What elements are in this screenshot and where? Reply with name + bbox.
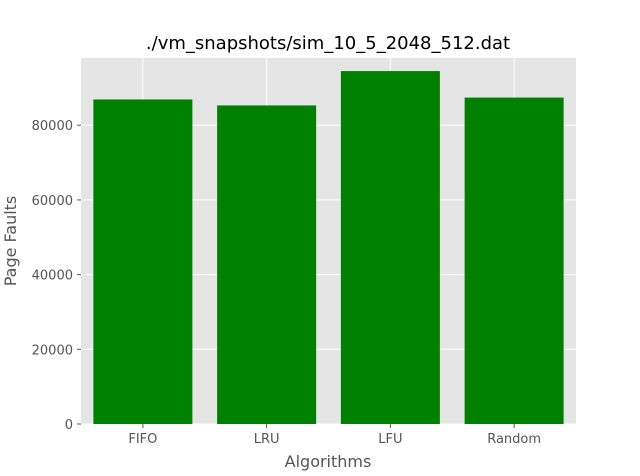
y-tick-label: 80000 [32, 119, 73, 134]
bar-lfu [340, 71, 440, 425]
y-tick-label: 60000 [32, 194, 73, 209]
x-axis-ticks: FIFO LRU LFU Random [128, 424, 541, 447]
x-axis-label: Algorithms [285, 452, 372, 471]
chart-title: ./vm_snapshots/sim_10_5_2048_512.dat [146, 33, 510, 54]
x-tick-label-fifo: FIFO [128, 432, 157, 447]
bar-fifo [93, 99, 193, 424]
x-tick-label-lru: LRU [254, 432, 280, 447]
bars [93, 71, 564, 425]
y-axis-ticks: 0 20000 40000 60000 80000 [32, 119, 81, 433]
bar-random [464, 97, 564, 424]
x-tick-label-lfu: LFU [378, 432, 402, 447]
x-tick-label-random: Random [487, 432, 541, 447]
y-tick-label: 40000 [32, 269, 73, 284]
bar-lru [217, 105, 317, 425]
y-tick-label: 20000 [32, 343, 73, 358]
y-axis-label: Page Faults [1, 196, 20, 287]
y-tick-label: 0 [65, 418, 73, 433]
